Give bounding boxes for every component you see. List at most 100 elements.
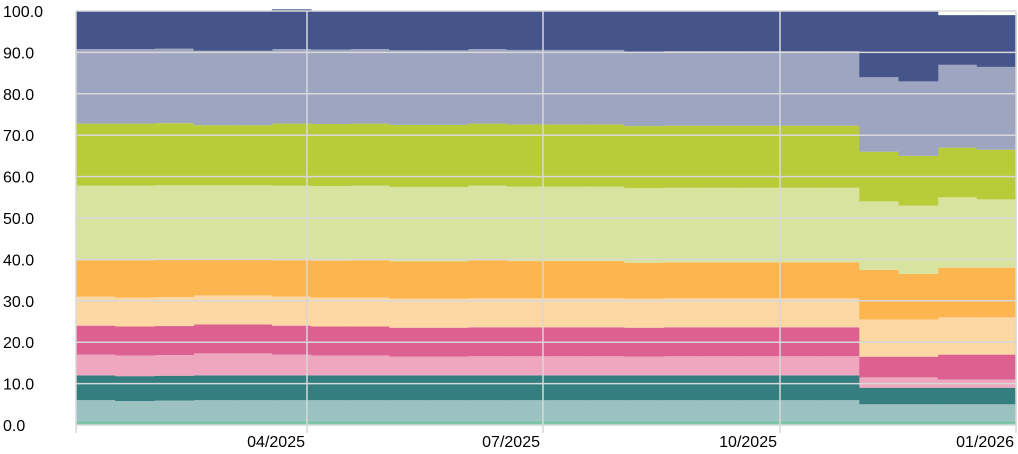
series-1-segment — [389, 420, 430, 425]
series-11-segment — [546, 11, 586, 50]
series-6-segment — [115, 297, 155, 327]
series-3-segment — [585, 375, 625, 401]
series-6-segment — [741, 298, 782, 328]
series-3-segment — [937, 387, 978, 405]
series-9-segment — [154, 123, 195, 186]
series-1-segment — [154, 420, 195, 425]
series-9-segment — [389, 124, 430, 187]
series-1-segment — [76, 420, 116, 425]
series-2-segment — [271, 400, 312, 421]
series-3-segment — [467, 375, 508, 401]
y-tick-label: 0.0 — [3, 418, 25, 435]
series-1-segment — [820, 420, 860, 425]
series-1-segment — [271, 420, 312, 425]
series-2-segment — [702, 400, 743, 421]
series-6-segment — [154, 297, 195, 327]
series-7-segment — [76, 260, 116, 297]
series-6-segment — [546, 298, 586, 328]
series-6-segment — [859, 319, 900, 357]
series-2-segment — [937, 404, 978, 421]
series-9-segment — [898, 155, 939, 206]
series-2-segment — [781, 400, 821, 421]
series-1-segment — [624, 420, 665, 425]
series-3-segment — [741, 375, 782, 401]
series-4-segment — [154, 355, 195, 376]
series-4-segment — [428, 356, 469, 376]
series-10-segment — [428, 50, 469, 125]
series-8-segment — [506, 186, 547, 262]
series-11-segment — [115, 11, 155, 50]
series-10-segment — [624, 51, 665, 127]
series-1-segment — [663, 420, 704, 425]
series-10-segment — [115, 49, 155, 124]
series-10-segment — [232, 50, 273, 126]
series-3-segment — [76, 375, 116, 401]
series-7-segment — [702, 262, 743, 299]
series-8-segment — [311, 186, 351, 261]
series-7-segment — [271, 260, 312, 297]
series-11-segment — [937, 15, 978, 65]
series-5-segment — [154, 326, 195, 356]
series-5-segment — [311, 326, 351, 356]
series-7-segment — [820, 262, 860, 299]
series-1-segment — [232, 420, 273, 425]
y-tick-label: 70.0 — [3, 128, 34, 145]
series-5-segment — [898, 356, 939, 378]
x-axis-tick-labels: 04/2025 07/2025 10/2025 01/2026 — [247, 434, 1014, 451]
y-tick-label: 80.0 — [3, 87, 34, 104]
series-8-segment — [350, 185, 390, 261]
y-tick-label: 30.0 — [3, 294, 34, 311]
series-10-segment — [859, 77, 900, 152]
series-3-segment — [702, 375, 743, 401]
series-10-segment — [389, 50, 430, 125]
series-6-segment — [898, 319, 939, 357]
series-7-segment — [859, 269, 900, 320]
series-6-segment — [937, 317, 978, 355]
y-tick-label: 50.0 — [3, 211, 34, 228]
series-11-segment — [154, 11, 195, 49]
series-4-segment — [781, 356, 821, 376]
series-8-segment — [271, 185, 312, 261]
series-2-segment — [820, 400, 860, 421]
series-2-segment — [311, 400, 351, 421]
series-2-segment — [976, 404, 1017, 421]
series-3-segment — [624, 375, 665, 401]
series-11-segment — [624, 11, 665, 52]
series-3-segment — [506, 375, 547, 401]
series-7-segment — [546, 261, 586, 299]
series-1-segment — [741, 420, 782, 425]
series-4-segment — [76, 354, 116, 376]
series-4-segment — [546, 356, 586, 376]
x-tick-label: 10/2025 — [719, 434, 777, 451]
series-6-segment — [467, 298, 508, 328]
series-8-segment — [115, 185, 155, 261]
y-axis-tick-labels: 0.0 10.0 20.0 30.0 40.0 50.0 60.0 70.0 80.0 90.0 1… — [3, 4, 43, 435]
series-9-segment — [741, 125, 782, 188]
series-3-segment — [976, 387, 1017, 405]
series-8-segment — [702, 187, 743, 263]
series-2-segment — [115, 400, 155, 421]
series-11-segment — [663, 11, 704, 52]
series-3-segment — [546, 375, 586, 401]
series-3-segment — [820, 375, 860, 401]
series-5-segment — [937, 354, 978, 380]
series-8-area — [76, 185, 1017, 274]
series-11-segment — [976, 15, 1017, 67]
series-5-segment — [271, 325, 312, 355]
series-3-segment — [781, 375, 821, 401]
series-7-segment — [624, 262, 665, 299]
series-4-segment — [350, 355, 390, 376]
x-tick-label: 07/2025 — [482, 434, 540, 451]
series-8-segment — [232, 185, 273, 260]
series-2-segment — [859, 404, 900, 421]
series-8-segment — [976, 199, 1017, 268]
series-11-segment — [820, 11, 860, 52]
series-6-segment — [663, 298, 704, 328]
series-9-segment — [820, 125, 860, 188]
series-2-segment — [467, 400, 508, 421]
series-4-segment — [820, 356, 860, 376]
series-3-segment — [115, 376, 155, 401]
series-2-segment — [741, 400, 782, 421]
series-7-segment — [154, 259, 195, 298]
